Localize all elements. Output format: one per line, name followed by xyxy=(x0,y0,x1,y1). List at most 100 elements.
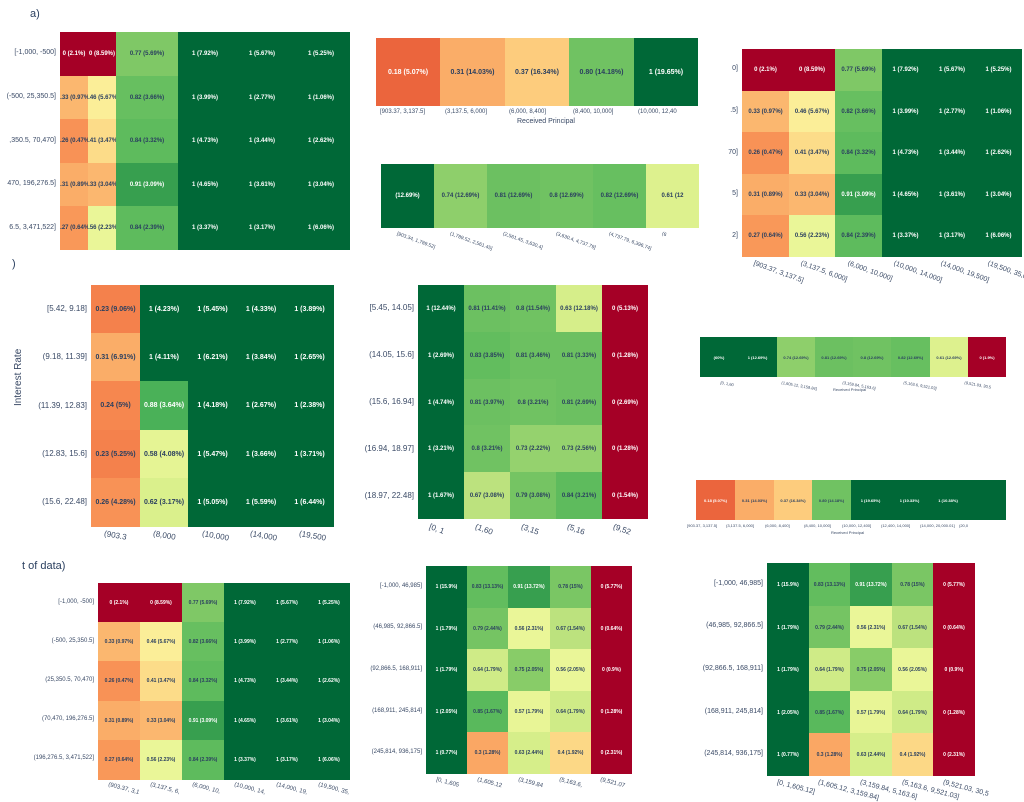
figure-label-b: ) xyxy=(12,258,16,270)
heatmap-cell: 0.4 (1.92%) xyxy=(892,733,933,776)
heatmap-cell: 0.84 (3.32%) xyxy=(116,119,178,163)
y-tick-label: 470, 196,276.5] xyxy=(7,180,56,187)
heatmap-cell: 0.73 (2.56%) xyxy=(556,425,602,472)
heatmap-cell: 1 (1.67%) xyxy=(418,472,464,519)
x-tick-label: [903.37, 3,137.5] xyxy=(687,523,718,528)
heatmap-cell: 0.77 (5.69%) xyxy=(835,49,882,91)
heatmap-cell: 0.83 (13.13%) xyxy=(809,563,850,606)
y-tick-label: (18.97, 22.48] xyxy=(364,491,414,500)
heatmap-cell: 0.26 (4.28%) xyxy=(91,478,140,527)
heatmap-cell: 1 (0.77%) xyxy=(767,733,809,776)
heatmap-cell: 0.33 (0.97%) xyxy=(742,91,789,133)
heatmap-cell: 0.63 (2.44%) xyxy=(508,732,550,774)
figure-label-a: a) xyxy=(30,8,40,20)
x-tick-label: (10,000, 14, xyxy=(233,782,266,797)
heatmap-cell: 0.62 (3.17%) xyxy=(140,478,188,527)
heatmap-cell: 1 (3.44%) xyxy=(929,132,975,174)
heatmap-cell: 1 (5.45%) xyxy=(188,285,237,334)
heatmap-cell: 1 (2.05%) xyxy=(767,691,809,734)
y-tick-label: 2] xyxy=(732,232,738,239)
heatmap-cell: 1 (2.05%) xyxy=(426,691,467,733)
heatmap-cell: 0.31 (6.91%) xyxy=(91,333,140,382)
x-tick-label: (1,605.12 xyxy=(476,777,503,790)
heatmap-cell: 0 (0.64%) xyxy=(591,608,632,650)
y-tick-label: (15.6, 16.94] xyxy=(369,397,414,406)
x-tick-label: (6,000, 8,400] xyxy=(509,109,547,115)
heatmap-cell: 1 (3.61%) xyxy=(232,163,292,207)
heatmap-cell: 0 (2.1%) xyxy=(98,583,140,623)
x-axis-title: Received Principal xyxy=(833,387,867,392)
heatmap-cell: 0.8 (11.54%) xyxy=(510,285,556,332)
heatmap-cell: 1 (12.69%) xyxy=(738,337,777,377)
heatmap-cell: 1 (3.17%) xyxy=(266,740,308,780)
heatmap-cell: 0.79 (3.08%) xyxy=(510,472,556,519)
heatmap-p5: 0.23 (9.06%) 1 (4.23%) 1 (5.45%) 1 (4.33%) 1… xyxy=(13,285,334,543)
x-tick-label: (3,159.84 xyxy=(517,777,544,790)
heatmap-cell: 1 (3.99%) xyxy=(178,76,232,120)
heatmap-cell: 0 (2.69%) xyxy=(602,379,648,426)
heatmap-cell: 0.82 (3.66%) xyxy=(116,76,178,120)
x-tick-label: [903.34, 1,789.52] xyxy=(395,231,436,251)
y-tick-label: [-1,000, 46,985] xyxy=(713,580,763,587)
heatmap-cell: 1 (1.79%) xyxy=(767,648,809,691)
heatmap-cell: 1 (4.73%) xyxy=(224,661,266,701)
x-tick-label: [903.37, 3,137.5] xyxy=(752,260,805,285)
heatmap-cell: 0 (2.1%) xyxy=(60,32,88,76)
heatmap-cell: 1 (6.06%) xyxy=(975,215,1022,257)
heatmap-cell: 0.23 (5.25%) xyxy=(91,430,140,479)
heatmap-cell: 0.31 (14.03%) xyxy=(735,480,774,520)
y-tick-label: 5] xyxy=(732,190,738,197)
heatmap-cell: 1 (2.77%) xyxy=(266,622,308,662)
heatmap-cell: 0.63 (12.18%) xyxy=(556,285,602,332)
heatmap-cell: 1 (6.06%) xyxy=(308,740,350,780)
heatmap-cell: 1 (15.9%) xyxy=(426,566,467,608)
heatmap-cell: 0.77 (5.69%) xyxy=(116,32,178,76)
heatmap-cell: 1 (4.18%) xyxy=(188,381,237,430)
heatmap-cell: 1 (5.25%) xyxy=(292,32,350,76)
heatmap-cell: 1 (1.06%) xyxy=(292,76,350,120)
x-tick-label: (19,500, 35,000.01] xyxy=(986,260,1024,288)
heatmap-cell: 0.56 (2.31%) xyxy=(850,606,892,649)
heatmap-cell: 1 (5.67%) xyxy=(266,583,308,623)
heatmap-cell: 0.75 (2.05%) xyxy=(850,648,892,691)
x-tick-label: [0, 1,605.12] xyxy=(776,779,816,796)
y-axis-title: Interest Rate xyxy=(13,348,24,406)
heatmap-cell: 0.82 (12.69%) xyxy=(891,337,930,377)
heatmap-cell: 0.64 (1.79%) xyxy=(550,691,591,733)
heatmap-cell xyxy=(967,480,1006,520)
heatmap-cell: 1 (3.44%) xyxy=(266,661,308,701)
heatmap-cell: 0.83 (3.85%) xyxy=(464,332,510,379)
x-tick-label: (8,400, 10,000] xyxy=(804,523,831,528)
x-tick-label: (3,137.5, 6, xyxy=(149,782,181,796)
x-tick-label: (903.37, 3,1 xyxy=(107,782,140,797)
heatmap-cell: 1 (2.77%) xyxy=(929,91,975,133)
heatmap-cell: 1 (2.38%) xyxy=(285,381,334,430)
heatmap-cell: 0.78 (15%) xyxy=(892,563,933,606)
heatmap-cell: 0 (8.59%) xyxy=(88,32,116,76)
heatmap-p4: 0 (2.1%) 0 (8.59%) 0.77 (5.69%) 1 (7.92%) 1 … xyxy=(728,49,1024,287)
x-tick-label: (20,0 xyxy=(959,523,969,528)
heatmap-cell: 1 (5.59%) xyxy=(237,478,285,527)
heatmap-cell: 0.41 (3.47%) xyxy=(789,132,835,174)
heatmap-cell: 0.82 (12.69%) xyxy=(593,164,646,228)
heatmap-cell: 0.31 (0.89%) xyxy=(98,701,140,741)
x-tick-label: (1,789.52, 2,561.45] xyxy=(448,231,494,252)
heatmap-cell: 1 (4.33%) xyxy=(237,285,285,334)
heatmap-cell: 0 (1.28%) xyxy=(602,332,648,379)
heatmap-cell: 1 (3.99%) xyxy=(882,91,929,133)
heatmap-cell: 0.41 (3.47%) xyxy=(140,661,182,701)
heatmap-cell: 0.63 (2.44%) xyxy=(850,733,892,776)
heatmap-cell: 1 (4.73%) xyxy=(178,119,232,163)
x-tick-label: (3,137.5, 6,000] xyxy=(445,109,488,115)
x-tick-label: (6,000, 10, xyxy=(191,782,221,796)
heatmap-cell: 0.58 (4.08%) xyxy=(140,430,188,479)
heatmap-cell: 0.73 (2.22%) xyxy=(510,425,556,472)
heatmap-cell: 1 (6.06%) xyxy=(292,206,350,250)
heatmap-cell: 0.31 (0.89%) xyxy=(60,163,88,207)
heatmap-cell: 1 (4.74%) xyxy=(418,379,464,426)
heatmap-cell: 0.26 (0.47%) xyxy=(742,132,789,174)
x-tick-label: (3,630.4, 4,737.79] xyxy=(554,231,597,251)
heatmap-p2: 0.18 (5.07%) 0.31 (14.03%) 0.37 (16.34%) 0.… xyxy=(376,38,698,125)
heatmap-cell: 1 (4.23%) xyxy=(140,285,188,334)
heatmap-cell: 0.56 (2.23%) xyxy=(88,206,116,250)
